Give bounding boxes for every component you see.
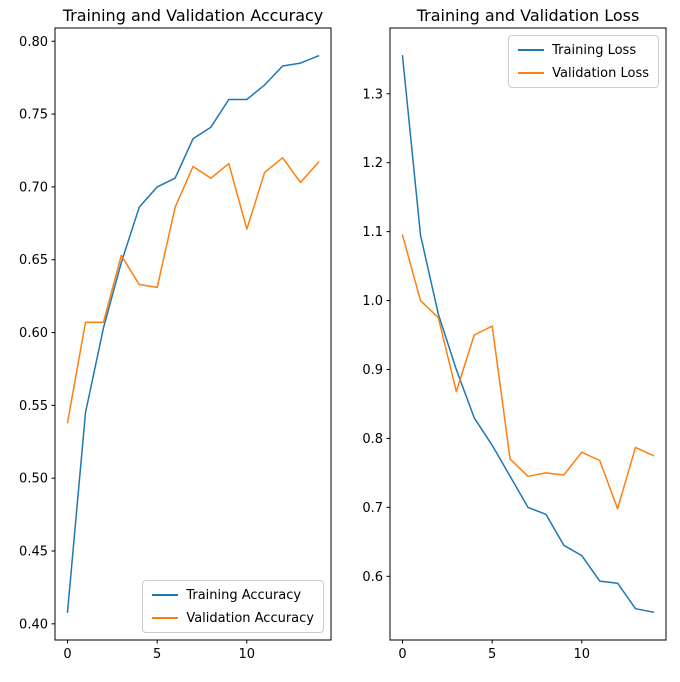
y-tick-label: 0.9 xyxy=(362,363,383,378)
y-tick-label: 1.0 xyxy=(362,294,383,309)
y-tick-label: 0.45 xyxy=(19,545,48,560)
y-tick-label: 0.75 xyxy=(19,108,48,123)
x-tick-label: 0 xyxy=(63,647,71,662)
accuracy-chart-title: Training and Validation Accuracy xyxy=(62,6,324,25)
validation-loss-line xyxy=(401,234,655,510)
legend-label: Training Accuracy xyxy=(186,587,302,603)
axes-box xyxy=(54,27,332,641)
y-tick-label: 0.8 xyxy=(362,432,383,447)
y-tick-label: 0.60 xyxy=(19,326,48,341)
y-tick-label: 0.40 xyxy=(19,617,48,632)
x-tick-label: 5 xyxy=(153,647,161,662)
axes-box xyxy=(389,27,667,641)
validation-line-swatch xyxy=(152,617,179,619)
training-loss-line xyxy=(401,55,655,613)
legend-item-validation-loss: Validation Loss xyxy=(518,65,649,81)
training-line-swatch xyxy=(518,49,545,51)
y-tick-label: 0.70 xyxy=(19,180,48,195)
legend-item-training-loss: Training Loss xyxy=(518,42,649,58)
x-tick-label: 10 xyxy=(573,647,590,662)
legend-item-training-accuracy: Training Accuracy xyxy=(152,587,314,603)
y-tick-label: 1.1 xyxy=(362,225,383,240)
legend-label: Validation Accuracy xyxy=(186,610,314,626)
y-tick-label: 1.2 xyxy=(362,156,383,171)
y-tick-label: 0.80 xyxy=(19,35,48,50)
validation-accuracy-line xyxy=(66,157,320,424)
legend-label: Validation Loss xyxy=(552,65,649,81)
validation-line-swatch xyxy=(518,72,545,74)
training-line-swatch xyxy=(152,594,179,596)
x-tick-label: 0 xyxy=(398,647,406,662)
accuracy-legend: Training Accuracy Validation Accuracy xyxy=(142,580,324,633)
y-tick-label: 0.55 xyxy=(19,399,48,414)
y-tick-label: 0.6 xyxy=(362,570,383,585)
x-tick-label: 5 xyxy=(488,647,496,662)
loss-legend: Training Loss Validation Loss xyxy=(508,35,659,88)
y-tick-label: 0.7 xyxy=(362,501,383,516)
x-tick-label: 10 xyxy=(238,647,255,662)
y-tick-label: 0.65 xyxy=(19,253,48,268)
loss-chart-title: Training and Validation Loss xyxy=(416,6,640,25)
legend-label: Training Loss xyxy=(552,42,637,58)
legend-item-validation-accuracy: Validation Accuracy xyxy=(152,610,314,626)
y-tick-label: 0.50 xyxy=(19,472,48,487)
y-tick-label: 1.3 xyxy=(362,87,383,102)
training-accuracy-line xyxy=(66,55,320,613)
